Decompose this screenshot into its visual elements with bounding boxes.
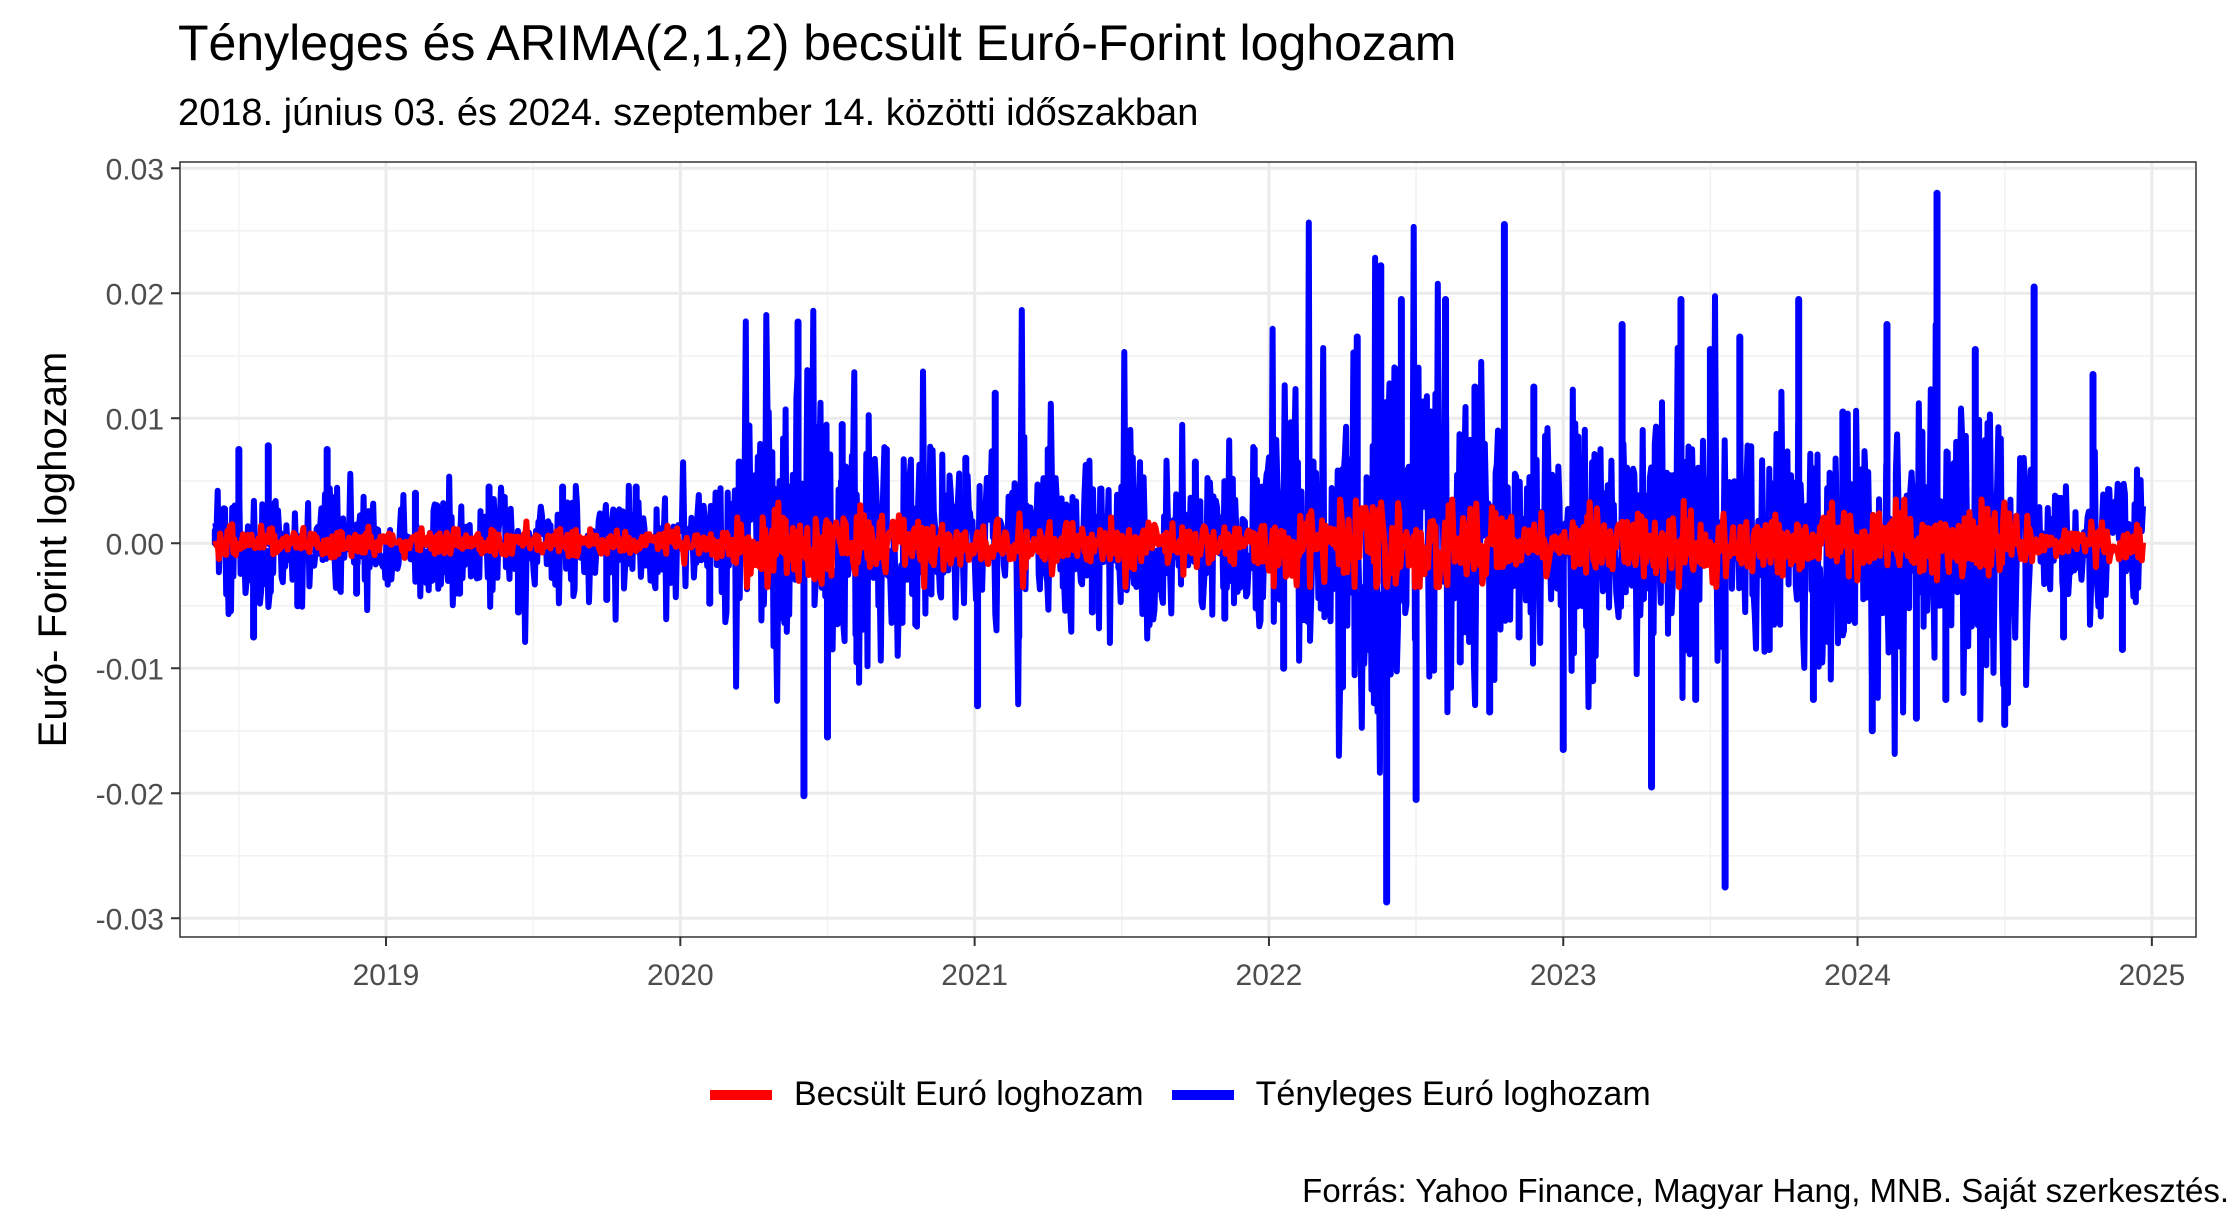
series-estimated <box>212 496 2146 590</box>
estimated-line <box>212 496 2146 590</box>
y-tick-label: -0.01 <box>96 653 164 686</box>
x-axis: 2019 2020 2021 2022 2023 2024 2025 <box>353 937 2185 992</box>
y-tick-label: 0.01 <box>106 403 164 436</box>
y-tick-label: -0.03 <box>96 903 164 936</box>
plot-panel <box>179 161 2197 938</box>
chart-title: Tényleges és ARIMA(2,1,2) becsült Euró-F… <box>178 15 1457 71</box>
x-tick-label: 2024 <box>1824 959 1891 992</box>
y-tick-label: -0.02 <box>96 778 164 811</box>
legend-key-red <box>710 1089 772 1100</box>
legend-label-estimated: Becsült Euró loghozam <box>794 1075 1144 1113</box>
chart-subtitle: 2018. június 03. és 2024. szeptember 14.… <box>178 92 1199 134</box>
y-axis: -0.03 -0.02 -0.01 0.00 0.01 0.02 0.03 <box>96 153 180 936</box>
legend-item-estimated: Becsült Euró loghozam <box>710 1075 1144 1114</box>
y-axis-title: Euró- Forint loghozam <box>31 352 75 748</box>
legend: Becsült Euró loghozam Tényleges Euró log… <box>710 1075 1679 1114</box>
x-tick-label: 2025 <box>2118 959 2185 992</box>
legend-key-blue <box>1171 1089 1234 1100</box>
y-tick-label: 0.02 <box>106 278 164 311</box>
x-tick-label: 2022 <box>1236 959 1303 992</box>
x-tick-label: 2019 <box>353 959 420 992</box>
source-caption: Forrás: Yahoo Finance, Magyar Hang, MNB.… <box>1302 1172 2229 1209</box>
x-tick-label: 2021 <box>941 959 1008 992</box>
y-tick-label: 0.03 <box>106 153 164 186</box>
y-tick-label: 0.00 <box>106 528 164 561</box>
legend-item-actual: Tényleges Euró loghozam <box>1171 1075 1651 1114</box>
actual-noise-line <box>212 219 2146 776</box>
legend-label-actual: Tényleges Euró loghozam <box>1255 1075 1651 1113</box>
x-tick-label: 2020 <box>647 959 714 992</box>
x-tick-label: 2023 <box>1530 959 1597 992</box>
